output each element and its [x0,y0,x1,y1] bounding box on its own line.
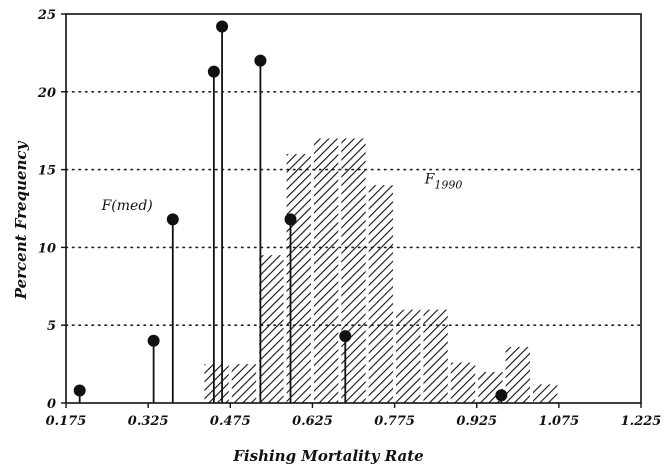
y-tick-label: 20 [37,86,56,101]
annotations: F(med) F1990 [101,172,463,214]
x-tick-label: 0.925 [456,414,497,429]
lollipop-point [216,20,229,33]
fmed-label: F(med) [101,198,153,214]
histogram-bar [423,309,448,403]
y-axis-ticks: 0 5 10 15 20 25 [37,8,66,412]
x-tick-label: 0.775 [374,414,415,429]
histogram-bar [204,364,229,403]
x-axis-title: Fishing Mortality Rate [232,447,423,465]
histogram-bar [313,138,339,404]
f1990-label: F1990 [424,172,463,192]
lollipop-point [254,54,267,67]
lollipop-point [339,330,352,343]
histogram-bar [259,255,284,403]
y-tick-label: 0 [47,397,56,412]
lollipop-point [166,213,179,226]
y-tick-label: 10 [38,241,56,256]
histogram-bar [505,346,530,403]
histogram-bar [450,362,476,403]
lollipop-points [73,20,508,403]
histogram-bar [368,185,394,403]
x-tick-label: 0.625 [292,414,333,429]
histogram-bar [231,364,257,403]
lollipop-point [284,213,297,226]
lollipop-point [495,389,508,402]
plot-frame [65,13,642,404]
x-tick-label: 1.225 [621,414,662,429]
histogram-bars [204,138,558,404]
x-tick-label: 1.075 [538,414,579,429]
histogram-bar [532,384,558,403]
y-axis-title: Percent Frequency [12,140,30,300]
lollipop-point [147,334,160,347]
x-tick-label: 0.475 [210,414,251,429]
x-tick-label: 0.175 [46,414,87,429]
y-tick-label: 15 [38,164,56,179]
x-tick-label: 0.325 [128,414,169,429]
y-tick-label: 5 [47,319,56,334]
lollipop-point [73,384,86,397]
x-axis-ticks: 0.175 0.325 0.475 0.625 0.775 0.925 1.075 1.225 [46,403,662,429]
histogram-bar [396,309,421,403]
y-tick-label: 25 [37,8,56,23]
lollipop-point [207,65,220,78]
